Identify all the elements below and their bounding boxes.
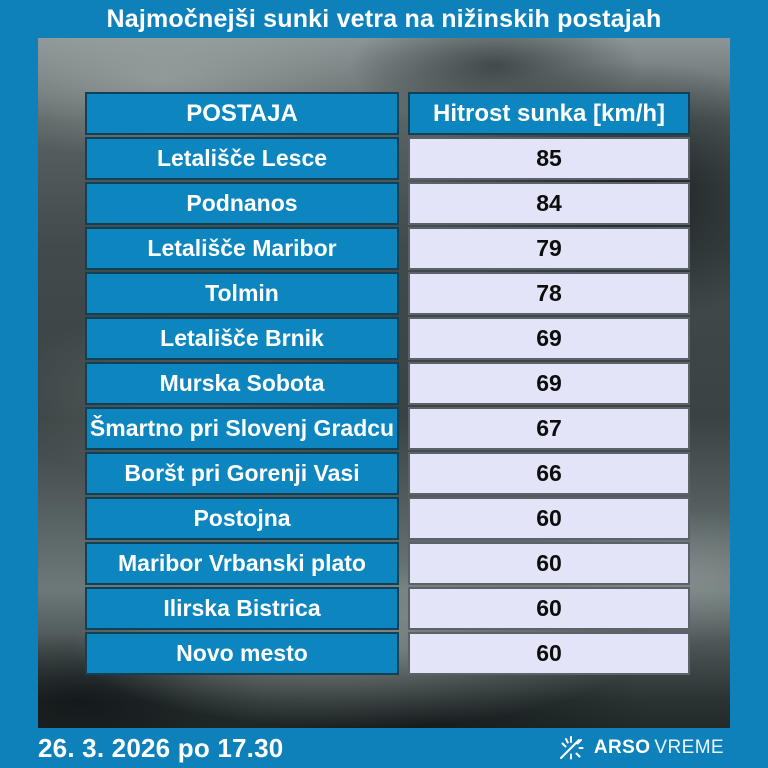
station-cell: Tolmin [85,272,399,315]
gust-value-cell: 78 [408,272,690,315]
gust-value-cell: 66 [408,452,690,495]
wind-gust-table: POSTAJA Hitrost sunka [km/h] Letališče L… [85,92,690,675]
page-title: Najmočnejši sunki vetra na nižinskih pos… [106,4,662,33]
brand-logo: ARSO VREME [558,735,724,761]
station-cell: Letališče Maribor [85,227,399,270]
gust-value-cell: 60 [408,587,690,630]
column-header-station: POSTAJA [85,92,399,135]
station-cell: Ilirska Bistrica [85,587,399,630]
gust-value-cell: 60 [408,497,690,540]
gust-value-cell: 69 [408,317,690,360]
station-cell: Letališče Lesce [85,137,399,180]
timestamp: 26. 3. 2026 po 17.30 [38,732,284,763]
gust-value-cell: 67 [408,407,690,450]
title-bar: Najmočnejši sunki vetra na nižinskih pos… [0,0,768,38]
station-cell: Novo mesto [85,632,399,675]
station-cell: Šmartno pri Slovenj Gradcu [85,407,399,450]
gust-value-cell: 60 [408,542,690,585]
footer-bar: 26. 3. 2026 po 17.30 ARSO VREME [0,728,768,768]
station-cell: Maribor Vrbanski plato [85,542,399,585]
arso-sun-icon [559,736,584,760]
brand-name: ARSO VREME [594,737,724,759]
station-cell: Murska Sobota [85,362,399,405]
gust-value-cell: 85 [408,137,690,180]
brand-name-bold: ARSO [593,737,651,758]
brand-name-light: VREME [654,737,724,758]
column-header-gust-speed: Hitrost sunka [km/h] [408,92,690,135]
station-cell: Podnanos [85,182,399,225]
gust-value-cell: 79 [408,227,690,270]
station-cell: Postojna [85,497,399,540]
station-cell: Boršt pri Gorenji Vasi [85,452,399,495]
gust-value-cell: 60 [408,632,690,675]
gust-value-cell: 84 [408,182,690,225]
gust-value-cell: 69 [408,362,690,405]
station-cell: Letališče Brnik [85,317,399,360]
